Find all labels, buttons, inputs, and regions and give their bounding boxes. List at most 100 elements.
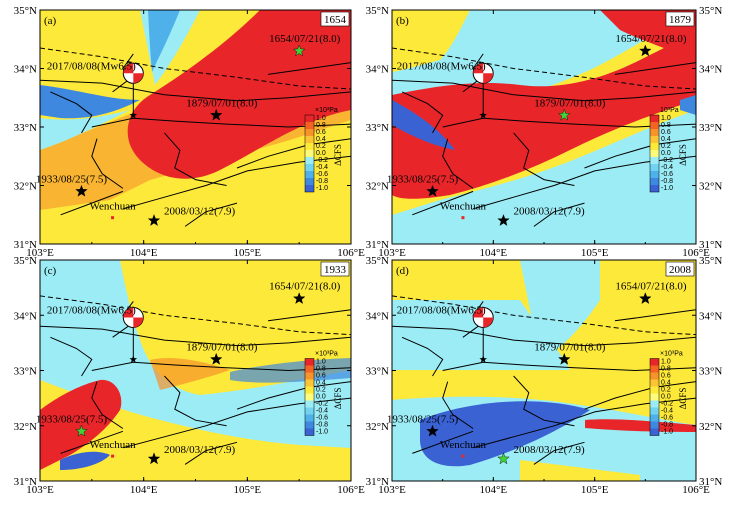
event-star — [497, 452, 510, 465]
colorbar-swatch — [650, 414, 659, 422]
event-star — [497, 214, 510, 226]
colorbar-tick: 0.0 — [316, 150, 326, 157]
dashed-fault-line — [40, 295, 351, 336]
y-tick-label-right: 32°N — [699, 421, 722, 433]
colorbar-swatch — [650, 171, 659, 178]
x-tick-label: 105°E — [234, 247, 262, 259]
event-star — [75, 424, 88, 437]
mainshock-star — [129, 355, 138, 363]
x-tick-label: 105°E — [581, 484, 609, 496]
wenchuan-marker — [461, 216, 465, 220]
colorbar-frame — [649, 114, 660, 193]
colorbar-swatch — [650, 185, 659, 192]
colorbar-unit: ×10³Pa — [660, 351, 683, 358]
colorbar-tick: 0.2 — [661, 143, 671, 150]
colorbar-tick: -0.4 — [316, 164, 328, 171]
colorbar-tick: -1.0 — [316, 185, 328, 192]
wenchuan-marker — [111, 454, 115, 458]
event-label: 1879/07/01(8.0) — [186, 341, 258, 353]
wenchuan-marker — [111, 216, 115, 220]
x-tick-label: 105°E — [234, 484, 262, 496]
beachball-quadrant — [483, 317, 494, 328]
fault-line — [40, 79, 351, 102]
y-tick-label-right: 34°N — [699, 310, 722, 322]
y-tick-label: 32°N — [14, 181, 37, 193]
colorbar-swatch — [305, 365, 314, 373]
event-label: 1879/07/01(8.0) — [534, 341, 606, 353]
fault-line — [442, 117, 696, 128]
colorbar-swatch — [650, 150, 659, 157]
colorbar-tick: -0.6 — [661, 415, 673, 422]
wenchuan-label: Wenchuan — [89, 201, 136, 213]
fault-line — [412, 190, 474, 216]
colorbar-tick: -0.2 — [316, 157, 328, 164]
colorbar-swatch — [650, 122, 659, 129]
colorbar-swatch — [650, 421, 659, 429]
beachball-quadrant — [483, 73, 494, 84]
beachball-quadrant — [123, 307, 134, 318]
y-tick-label-right: 34°N — [699, 64, 722, 76]
event-star — [147, 452, 161, 465]
fault-line — [268, 309, 351, 322]
dynamic-layer: 103°E 104°E 105°E 106°E31°N32°N33°N34°N35°N… — [14, 5, 723, 496]
colorbar-label: ΔCFS — [333, 144, 343, 166]
y-tick-label-right: 33°N — [699, 122, 722, 134]
year-box — [320, 261, 350, 277]
beachball-quadrant — [133, 317, 144, 328]
colorbar-swatch — [305, 428, 314, 436]
fault-line — [236, 138, 351, 169]
dashed-fault-line — [392, 47, 696, 90]
fault-line — [442, 381, 474, 429]
x-tick-label: 104°E — [130, 247, 158, 259]
y-tick-label-right: 35°N — [699, 5, 722, 17]
fault-line — [164, 375, 227, 427]
fault-line — [60, 190, 124, 216]
fault-line — [91, 381, 124, 429]
colorbar-tick: -0.6 — [316, 171, 328, 178]
colorbar-swatch — [650, 393, 659, 401]
colorbar-tick: 0.6 — [316, 129, 326, 136]
event-label: 1654/07/21(8.0) — [269, 281, 341, 293]
colorbar-swatch — [305, 400, 314, 408]
colorbar-swatch — [305, 143, 314, 150]
colorbar-tick: -0.4 — [661, 164, 673, 171]
colorbar-swatch — [650, 407, 659, 415]
y-tick-label: 32°N — [366, 421, 389, 433]
colorbar-swatch — [305, 136, 314, 143]
fault-line — [50, 336, 93, 377]
y-tick-label: 33°N — [14, 122, 37, 134]
fault-line — [392, 79, 696, 102]
event-label: 1654/07/21(8.0) — [269, 33, 341, 45]
colorbar-tick: -1.0 — [316, 429, 328, 436]
x-tick-label: 104°E — [130, 484, 158, 496]
colorbar-swatch — [650, 365, 659, 373]
fault-line — [91, 138, 124, 189]
colorbar-tick: 1.0 — [316, 115, 326, 122]
event-label: 1879/07/01(8.0) — [534, 97, 606, 109]
event-star — [75, 184, 88, 197]
fault-line — [442, 361, 696, 372]
event-label: 1933/08/25(7.5) — [36, 413, 108, 425]
y-tick-label: 33°N — [366, 122, 389, 134]
y-tick-label: 33°N — [14, 366, 37, 378]
colorbar-unit: ×10³Pa — [315, 351, 338, 358]
mainshock-star — [479, 355, 487, 363]
y-tick-label: 31°N — [14, 476, 37, 488]
fault-line — [91, 117, 351, 128]
fault-line — [40, 325, 351, 347]
colorbar-tick: 0.2 — [316, 387, 326, 394]
y-tick-label: 35°N — [366, 5, 389, 17]
colorbar-tick: -0.6 — [316, 415, 328, 422]
colorbar-tick: -0.4 — [661, 408, 673, 415]
y-tick-label: 35°N — [14, 255, 37, 267]
colorbar-tick: -0.2 — [661, 401, 673, 408]
panel-letter: (c) — [44, 265, 57, 277]
event-star — [292, 292, 306, 304]
event-label: 2008/03/12(7.9) — [513, 444, 585, 456]
year-box — [665, 11, 695, 27]
colorbar-swatch — [650, 157, 659, 164]
event-star — [292, 44, 306, 57]
colorbar-tick: -0.8 — [316, 422, 328, 429]
y-tick-label: 31°N — [14, 239, 37, 251]
event-star — [639, 292, 652, 304]
